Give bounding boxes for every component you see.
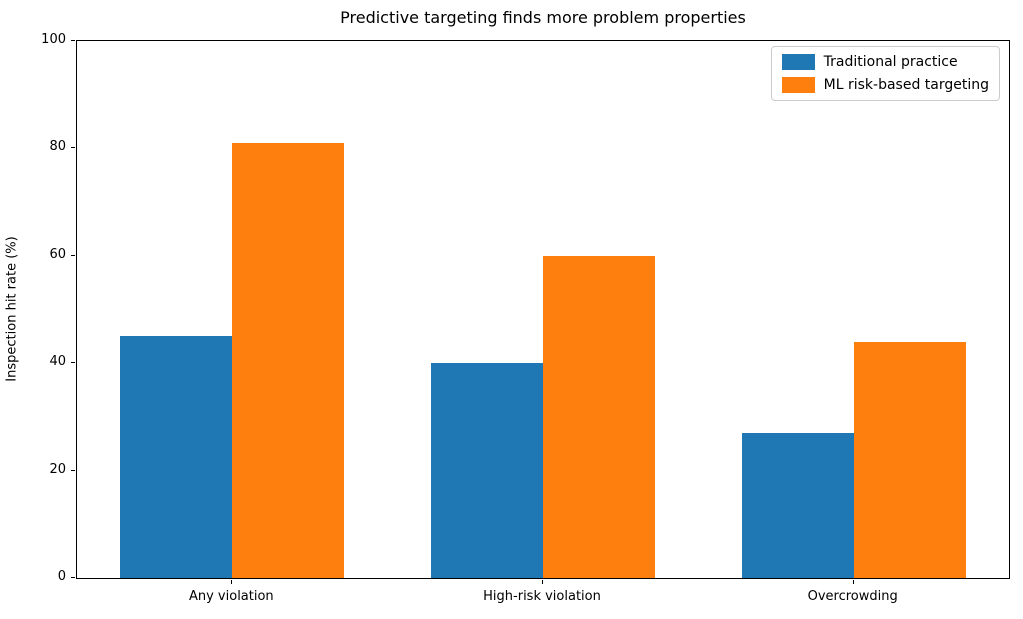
bar-ml-risk-based-targeting-any-violation — [232, 143, 345, 578]
bar-ml-risk-based-targeting-high-risk-violation — [543, 255, 655, 578]
y-tick-mark — [71, 254, 75, 256]
plot-area: Traditional practice ML risk-based target… — [76, 40, 1010, 579]
y-tick-mark — [71, 362, 75, 364]
bar-traditional-practice-overcrowding — [741, 433, 854, 578]
x-tick-label-overcrowding: Overcrowding — [807, 589, 898, 604]
legend: Traditional practice ML risk-based target… — [770, 46, 1000, 101]
x-tick-mark — [542, 580, 543, 584]
legend-swatch — [781, 77, 815, 93]
y-tick-label: 60 — [49, 246, 66, 262]
x-tick-label-high-risk-violation: High-risk violation — [483, 589, 601, 604]
x-tick-mark — [231, 580, 233, 584]
y-tick-label: 0 — [57, 569, 66, 584]
bar-traditional-practice-high-risk-violation — [431, 363, 543, 578]
legend-label: ML risk-based targeting — [823, 77, 989, 93]
y-tick-mark — [71, 469, 75, 471]
legend-swatch — [781, 54, 815, 70]
legend-item-traditional-practice: Traditional practice — [781, 54, 989, 70]
y-tick-mark — [71, 147, 75, 149]
y-tick-mark — [71, 577, 75, 578]
y-tick-label: 40 — [49, 354, 66, 370]
y-tick-label: 20 — [49, 461, 66, 477]
y-tick-mark — [71, 40, 75, 41]
chart-title: Predictive targeting finds more problem … — [340, 8, 746, 27]
legend-item-ml-risk-based-targeting: ML risk-based targeting — [781, 77, 989, 93]
legend-label: Traditional practice — [823, 54, 958, 70]
bar-ml-risk-based-targeting-overcrowding — [853, 341, 966, 578]
y-tick-label: 80 — [49, 139, 66, 155]
x-tick-label-any-violation: Any violation — [188, 589, 274, 604]
bar-traditional-practice-any-violation — [120, 336, 233, 578]
y-axis-label: Inspection hit rate (%) — [4, 236, 20, 382]
x-tick-mark — [852, 580, 854, 584]
y-tick-label: 100 — [41, 32, 66, 47]
